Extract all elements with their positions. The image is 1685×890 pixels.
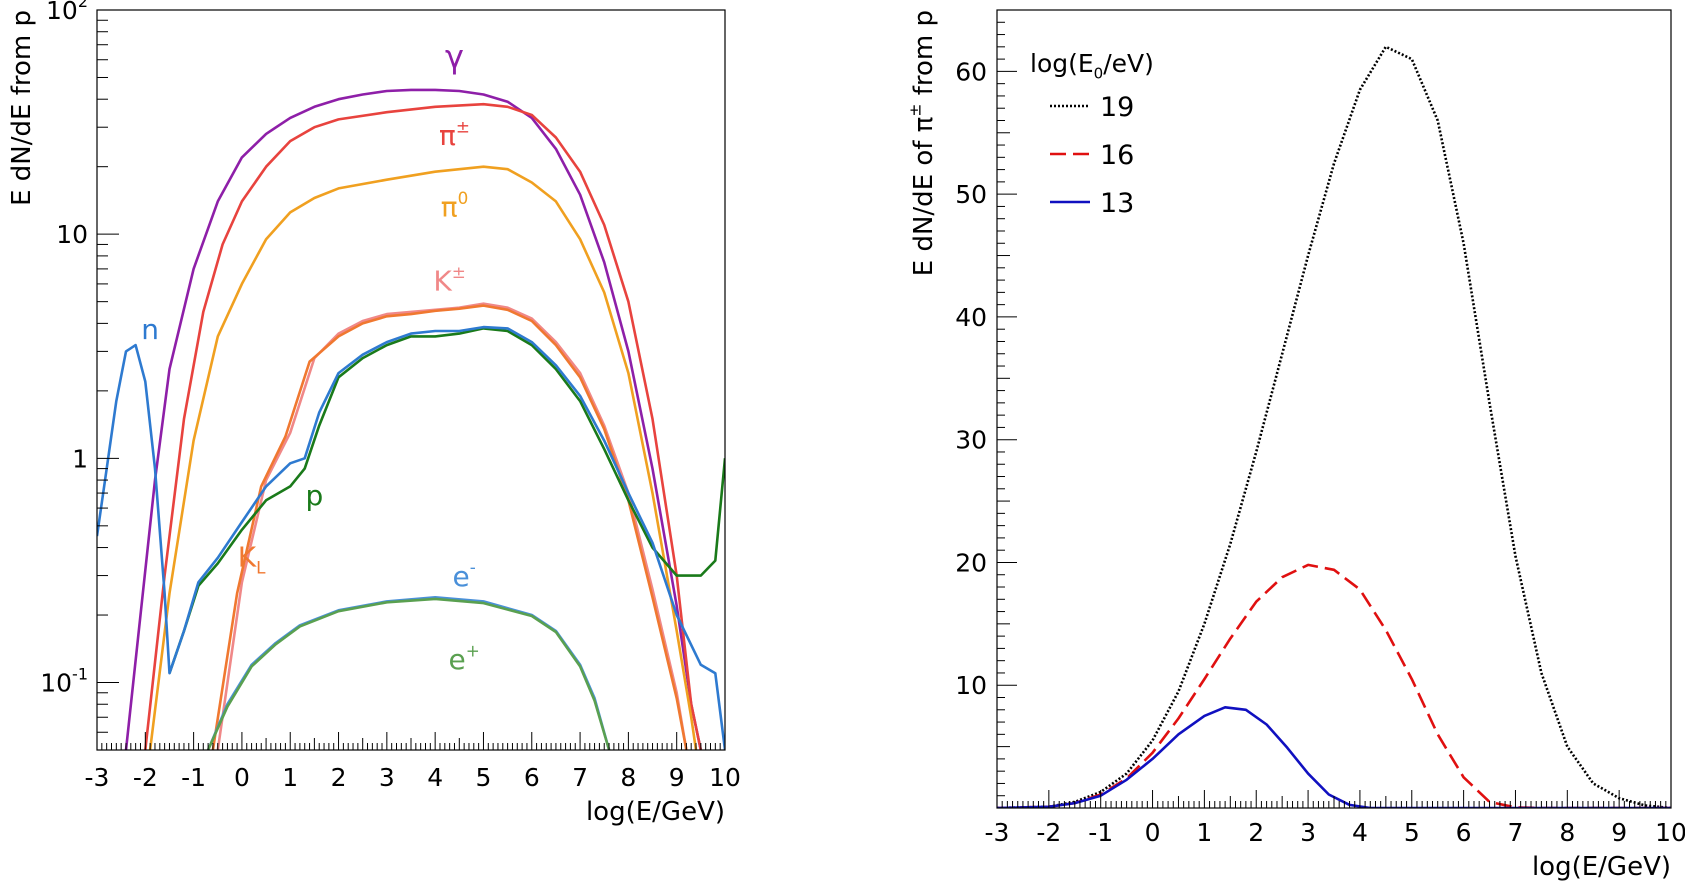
right-y-tick-label: 30 — [955, 426, 987, 455]
left-x-tick-label: -1 — [181, 763, 206, 792]
left-x-tick-label: 6 — [524, 763, 540, 792]
left-x-tick-label: 9 — [669, 763, 685, 792]
left-x-tick-label: 10 — [709, 763, 741, 792]
right-x-tick-label: 10 — [1655, 818, 1685, 847]
left-series-line-5 — [168, 327, 725, 674]
left-series-label-8-sup: + — [466, 640, 480, 660]
left-series-label-1-sup: ± — [456, 116, 470, 136]
left-x-tick-label: 7 — [572, 763, 588, 792]
left-y-tick-exp: -1 — [72, 665, 88, 684]
right-x-tick-label: -1 — [1088, 818, 1113, 847]
left-series-label-5-main: p — [305, 479, 323, 512]
left-series-line-1 — [144, 102, 703, 750]
right-legend: log(E0/eV) 19 16 13 — [1030, 49, 1154, 219]
left-series-label-3: K± — [433, 262, 465, 298]
right-series-line-0 — [997, 45, 1671, 808]
right-x-tick-label: 7 — [1508, 818, 1524, 847]
left-series-line-6 — [97, 325, 725, 750]
left-series-label-5: p — [305, 479, 323, 512]
left-series-label-7-sup: - — [470, 557, 476, 577]
left-series-label-6-sub: L — [256, 557, 266, 577]
left-series-label-0: γ — [445, 38, 464, 76]
right-y-axis-title-main: E dN/dE of π — [909, 117, 939, 277]
left-series-label-1: π± — [439, 116, 470, 152]
legend-label-0: 19 — [1100, 92, 1134, 123]
left-series-label-2-main: π — [441, 190, 458, 223]
right-y-tick-label: 40 — [955, 303, 987, 332]
right-series-line-2 — [997, 706, 1671, 808]
left-y-tick-label: 1 — [72, 444, 88, 473]
right-x-tick-label: 2 — [1248, 818, 1264, 847]
right-y-axis-title-sup: ± — [906, 104, 924, 117]
right-series-group — [997, 45, 1671, 808]
right-x-tick-label: -2 — [1036, 818, 1061, 847]
right-x-tick-label: 6 — [1456, 818, 1472, 847]
legend-title-sub: 0 — [1094, 64, 1104, 82]
left-x-tick-label: 2 — [331, 763, 347, 792]
left-chart: -3 -2 -1 0 1 2 3 4 5 6 7 8 9 1010-1110102log(E/GeV)E … — [7, 0, 741, 827]
left-x-tick-label: 8 — [620, 763, 636, 792]
right-x-tick-label: 1 — [1196, 818, 1212, 847]
right-x-tick-label: 8 — [1559, 818, 1575, 847]
right-x-tick-label: 0 — [1145, 818, 1161, 847]
right-y-tick-label: 50 — [955, 180, 987, 209]
left-x-tick-label: 5 — [476, 763, 492, 792]
left-x-tick-label: 4 — [427, 763, 443, 792]
left-series-label-8: e+ — [448, 640, 479, 676]
legend-title-suffix: /eV) — [1103, 49, 1154, 78]
left-x-tick-label: 1 — [282, 763, 298, 792]
left-x-tick-label: -2 — [133, 763, 158, 792]
right-x-tick-label: -3 — [985, 818, 1010, 847]
left-series-label-6-main: K — [238, 540, 257, 573]
legend-label-1: 16 — [1100, 140, 1134, 171]
right-y-axis-title-suffix: from p — [909, 10, 939, 104]
left-series-line-0 — [124, 88, 703, 750]
left-series-line-8 — [206, 597, 611, 750]
left-x-axis-title: log(E/GeV) — [586, 797, 725, 827]
left-x-tick-label: -3 — [85, 763, 110, 792]
right-x-tick-label: 9 — [1611, 818, 1627, 847]
right-x-tick-label: 3 — [1300, 818, 1316, 847]
right-chart: -3 -2 -1 0 1 2 3 4 5 6 7 8 9 10 10 20 30 40 50 60 log(E/GeV)… — [906, 9, 1685, 882]
right-y-tick-label: 10 — [955, 671, 987, 700]
left-y-tick-base: 10 — [40, 669, 72, 698]
left-x-tick-label: 0 — [234, 763, 250, 792]
left-y-tick-exp: 2 — [78, 0, 88, 11]
left-y-tick-base: 1 — [72, 444, 88, 473]
left-series-label-2: π0 — [441, 188, 469, 224]
right-x-tick-label: 5 — [1404, 818, 1420, 847]
legend-title-main: log(E — [1030, 49, 1094, 78]
left-series-label-3-main: K — [433, 265, 452, 298]
left-series-label-4: n — [141, 313, 159, 346]
left-y-tick-label: 10 — [56, 220, 88, 249]
left-series-label-2-sup: 0 — [458, 188, 469, 208]
left-series-label-7: e- — [452, 557, 475, 593]
left-series-label-1-main: π — [439, 119, 456, 152]
left-series-line-2 — [148, 165, 698, 750]
left-series-label-0-main: γ — [445, 38, 464, 76]
legend-title: log(E0/eV) — [1030, 49, 1154, 82]
left-y-tick-base: 10 — [46, 0, 78, 25]
left-series-label-8-main: e — [448, 643, 465, 676]
left-y-tick-base: 10 — [56, 220, 88, 249]
left-series-label-7-main: e — [452, 560, 469, 593]
legend-label-2: 13 — [1100, 188, 1134, 219]
left-series-label-4-main: n — [141, 313, 159, 346]
left-series-label-3-sup: ± — [452, 262, 466, 282]
left-y-tick-label: 10-1 — [40, 665, 88, 698]
left-x-tick-label: 3 — [379, 763, 395, 792]
right-x-tick-label: 4 — [1352, 818, 1368, 847]
right-y-tick-label: 20 — [955, 548, 987, 577]
right-y-axis-title: E dN/dE of π± from p — [906, 10, 939, 276]
left-series-group — [97, 88, 725, 750]
right-y-tick-label: 60 — [955, 57, 987, 86]
right-x-axis-title: log(E/GeV) — [1532, 852, 1671, 882]
left-y-axis-title: E dN/dE from p — [7, 10, 37, 206]
left-y-tick-label: 102 — [46, 0, 88, 25]
left-series-label-6: KL — [238, 540, 266, 577]
